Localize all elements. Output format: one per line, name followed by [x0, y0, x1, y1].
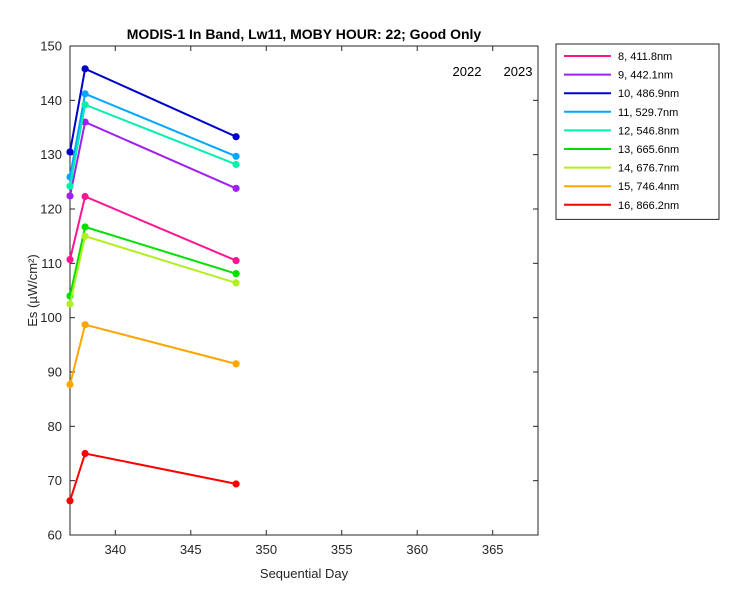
- x-tick-label: 355: [331, 542, 353, 557]
- y-tick-label: 140: [40, 93, 62, 108]
- data-point: [232, 160, 240, 169]
- x-axis-label: Sequential Day: [260, 566, 349, 581]
- legend-entry: 13, 665.6nm: [618, 144, 679, 156]
- data-point: [81, 118, 89, 126]
- data-point: [232, 360, 240, 368]
- data-point: [66, 182, 74, 190]
- legend: 8, 411.8nm 9, 442.1nm 10, 486.9nm 11, 529.7…: [555, 43, 720, 220]
- legend-box: [555, 43, 720, 220]
- data-point: [81, 192, 89, 201]
- x-axis: 340 345 350 355 360 365: [104, 46, 504, 557]
- y-tick-label: 90: [48, 365, 62, 380]
- data-point: [232, 279, 240, 287]
- x-tick-label: 365: [482, 542, 504, 557]
- x-tick-label: 345: [180, 542, 202, 557]
- annotation-year-2023: 2023: [504, 64, 533, 79]
- data-point: [81, 321, 89, 329]
- data-point: [81, 232, 89, 240]
- data-point: [81, 223, 89, 231]
- series-layer: [66, 65, 240, 505]
- y-tick-label: 70: [48, 473, 62, 488]
- plot-area: [69, 45, 539, 536]
- data-point: [66, 380, 74, 389]
- x-tick-label: 350: [255, 542, 277, 557]
- y-tick-label: 120: [40, 202, 62, 217]
- legend-entry: 15, 746.4nm: [618, 181, 679, 193]
- data-point: [81, 65, 89, 73]
- data-point: [232, 184, 240, 192]
- data-point: [66, 148, 74, 156]
- y-tick-label: 80: [48, 419, 62, 434]
- data-point: [81, 101, 89, 109]
- data-point: [66, 300, 74, 308]
- data-point: [232, 270, 240, 278]
- chart-title: MODIS-1 In Band, Lw11, MOBY HOUR: 22; Go…: [127, 26, 482, 42]
- data-point: [232, 480, 240, 488]
- data-point: [81, 449, 89, 458]
- data-point: [66, 255, 74, 264]
- legend-entry: 10, 486.9nm: [618, 88, 679, 100]
- y-tick-label: 60: [48, 528, 62, 543]
- x-tick-label: 360: [406, 542, 428, 557]
- y-tick-label: 110: [41, 256, 62, 271]
- data-point: [81, 90, 89, 98]
- x-tick-label: 340: [104, 542, 126, 557]
- data-point: [66, 497, 74, 505]
- data-point: [232, 257, 240, 265]
- data-point: [66, 192, 74, 200]
- legend-entry: 12, 546.8nm: [618, 125, 679, 137]
- data-point: [232, 152, 240, 160]
- annotation-year-2022: 2022: [453, 64, 482, 79]
- legend-entry: 11, 529.7nm: [618, 107, 678, 119]
- legend-entry: 9, 442.1nm: [618, 70, 673, 82]
- y-tick-label: 100: [40, 310, 62, 325]
- legend-entry: 8, 411.8nm: [618, 51, 672, 63]
- y-axis-label: Es (µW/cm²): [25, 254, 40, 326]
- data-point: [232, 133, 240, 141]
- y-tick-label: 150: [40, 39, 62, 54]
- y-axis: 60 70 80 90 100 110 120 130 140 150: [40, 39, 538, 543]
- y-tick-label: 130: [40, 147, 62, 162]
- legend-entry: 14, 676.7nm: [618, 163, 679, 175]
- legend-entry: 16, 866.2nm: [618, 200, 679, 212]
